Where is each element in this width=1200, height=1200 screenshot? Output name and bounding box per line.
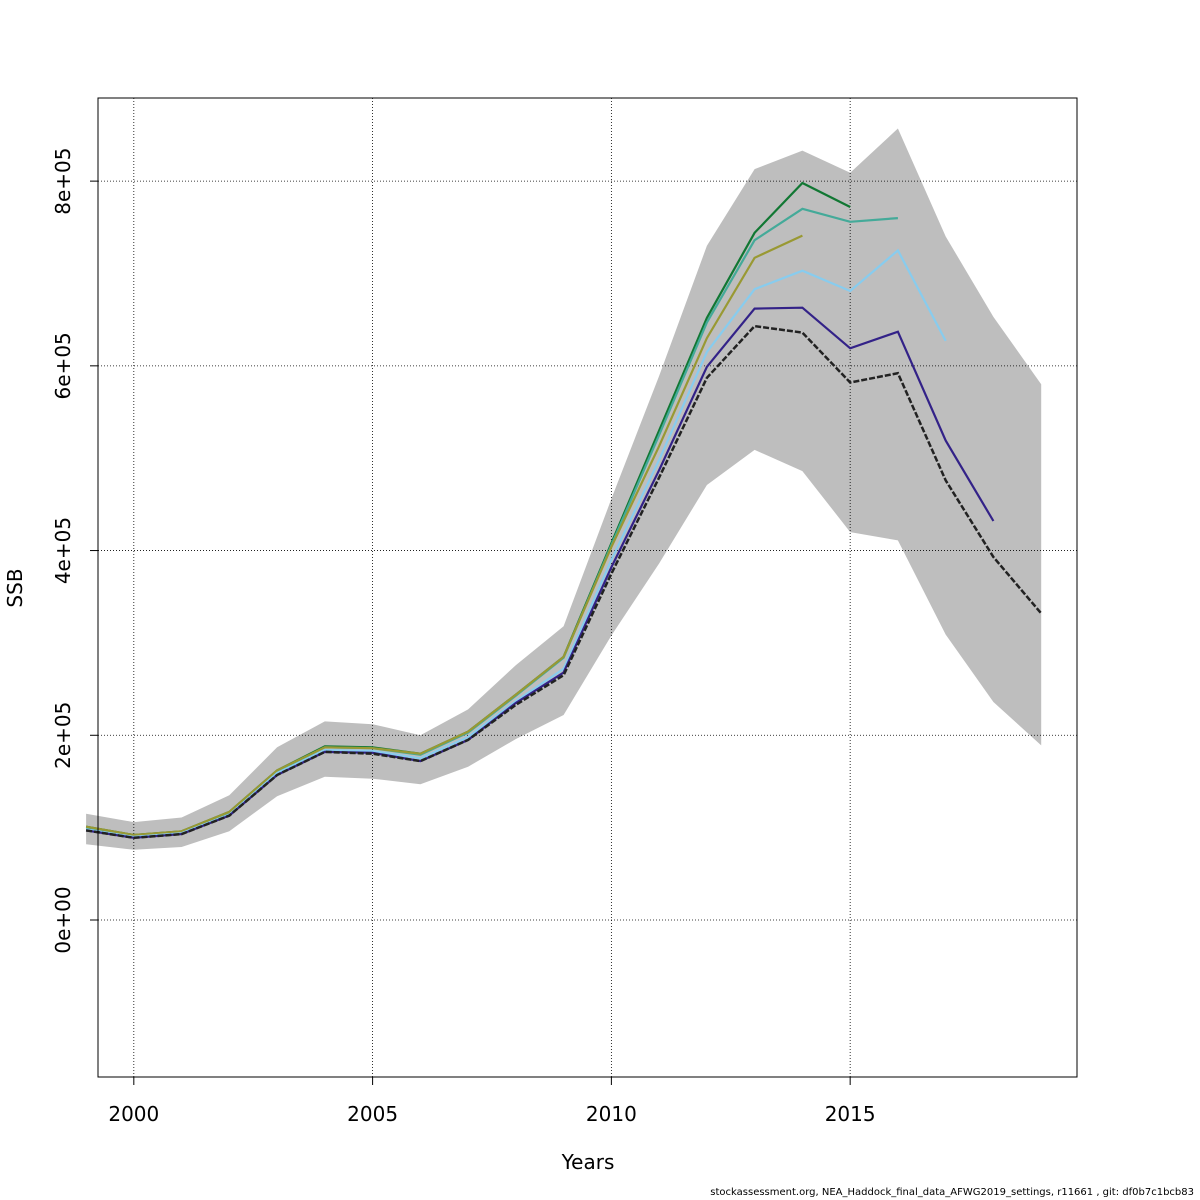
x-axis-title: Years xyxy=(561,1150,615,1174)
x-tick-label: 2010 xyxy=(586,1102,637,1126)
confidence-band-layer xyxy=(86,128,1042,850)
x-tick-label: 2000 xyxy=(108,1102,159,1126)
x-axis-ticks: 2000 2005 2010 2015 xyxy=(108,1077,876,1126)
x-tick-label: 2005 xyxy=(347,1102,398,1126)
y-tick-label: 0e+00 xyxy=(51,886,75,953)
y-tick-label: 6e+05 xyxy=(51,332,75,399)
x-tick-label: 2015 xyxy=(825,1102,876,1126)
y-tick-label: 4e+05 xyxy=(51,517,75,584)
y-tick-label: 8e+05 xyxy=(51,147,75,214)
series-line-2 xyxy=(85,234,803,837)
y-axis-ticks: 0e+00 2e+05 4e+05 6e+05 8e+05 xyxy=(51,147,98,954)
footer-note: stockassessment.org, NEA_Haddock_final_d… xyxy=(710,1187,1194,1198)
y-axis-title: SSB xyxy=(3,568,27,607)
confidence-band xyxy=(86,128,1042,850)
grid-layer xyxy=(98,98,1077,1077)
series-layer xyxy=(85,181,1043,840)
y-tick-label: 2e+05 xyxy=(51,702,75,769)
series-line-5 xyxy=(85,324,1043,840)
plot-frame xyxy=(97,97,1078,1078)
